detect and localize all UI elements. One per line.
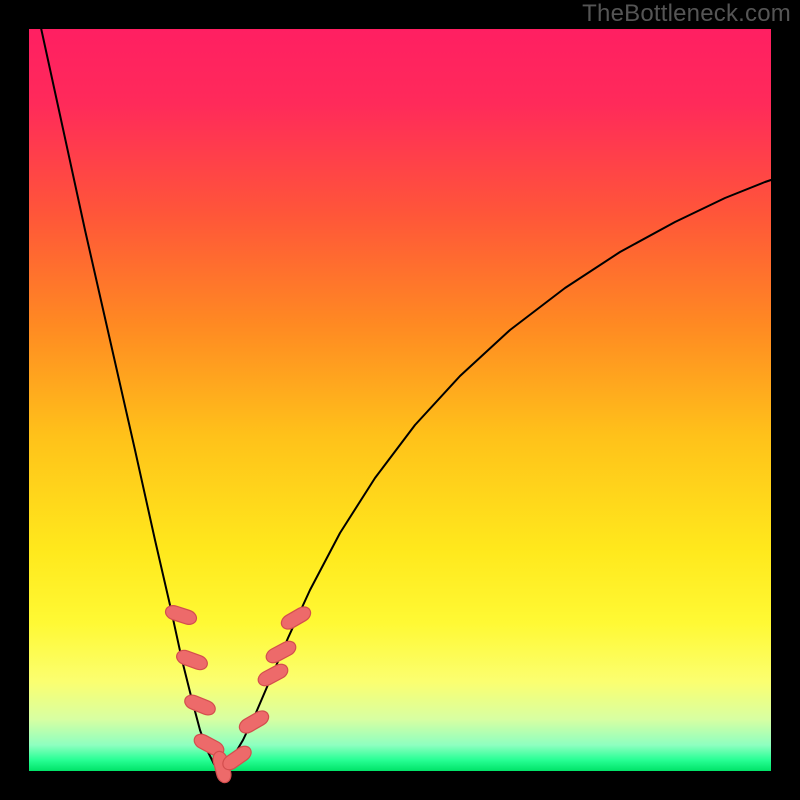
chart-background-gradient [29, 29, 771, 771]
watermark-text: TheBottleneck.com [582, 0, 791, 28]
chart-canvas: TheBottleneck.com [0, 0, 800, 800]
